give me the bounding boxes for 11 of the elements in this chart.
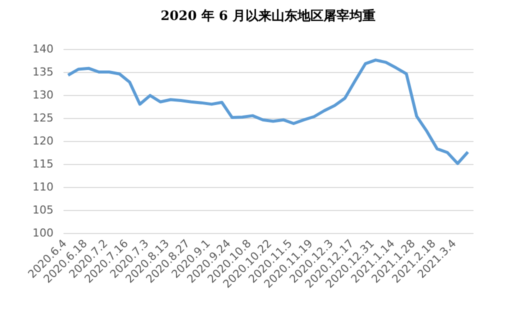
- y-tick-label: 110: [32, 180, 54, 194]
- y-tick-label: 140: [32, 42, 54, 56]
- y-tick-label: 105: [32, 204, 54, 216]
- line-series: [66, 58, 470, 166]
- y-tick-label: 120: [32, 134, 54, 148]
- y-tick-label: 130: [32, 88, 54, 102]
- y-tick-label: 115: [32, 158, 54, 170]
- chart-title: 2020 年 6 月以来山东地区屠宰均重: [160, 8, 376, 24]
- y-tick-label: 125: [32, 112, 54, 124]
- y-tick-label: 100: [32, 226, 54, 240]
- y-tick-label: 135: [32, 66, 54, 78]
